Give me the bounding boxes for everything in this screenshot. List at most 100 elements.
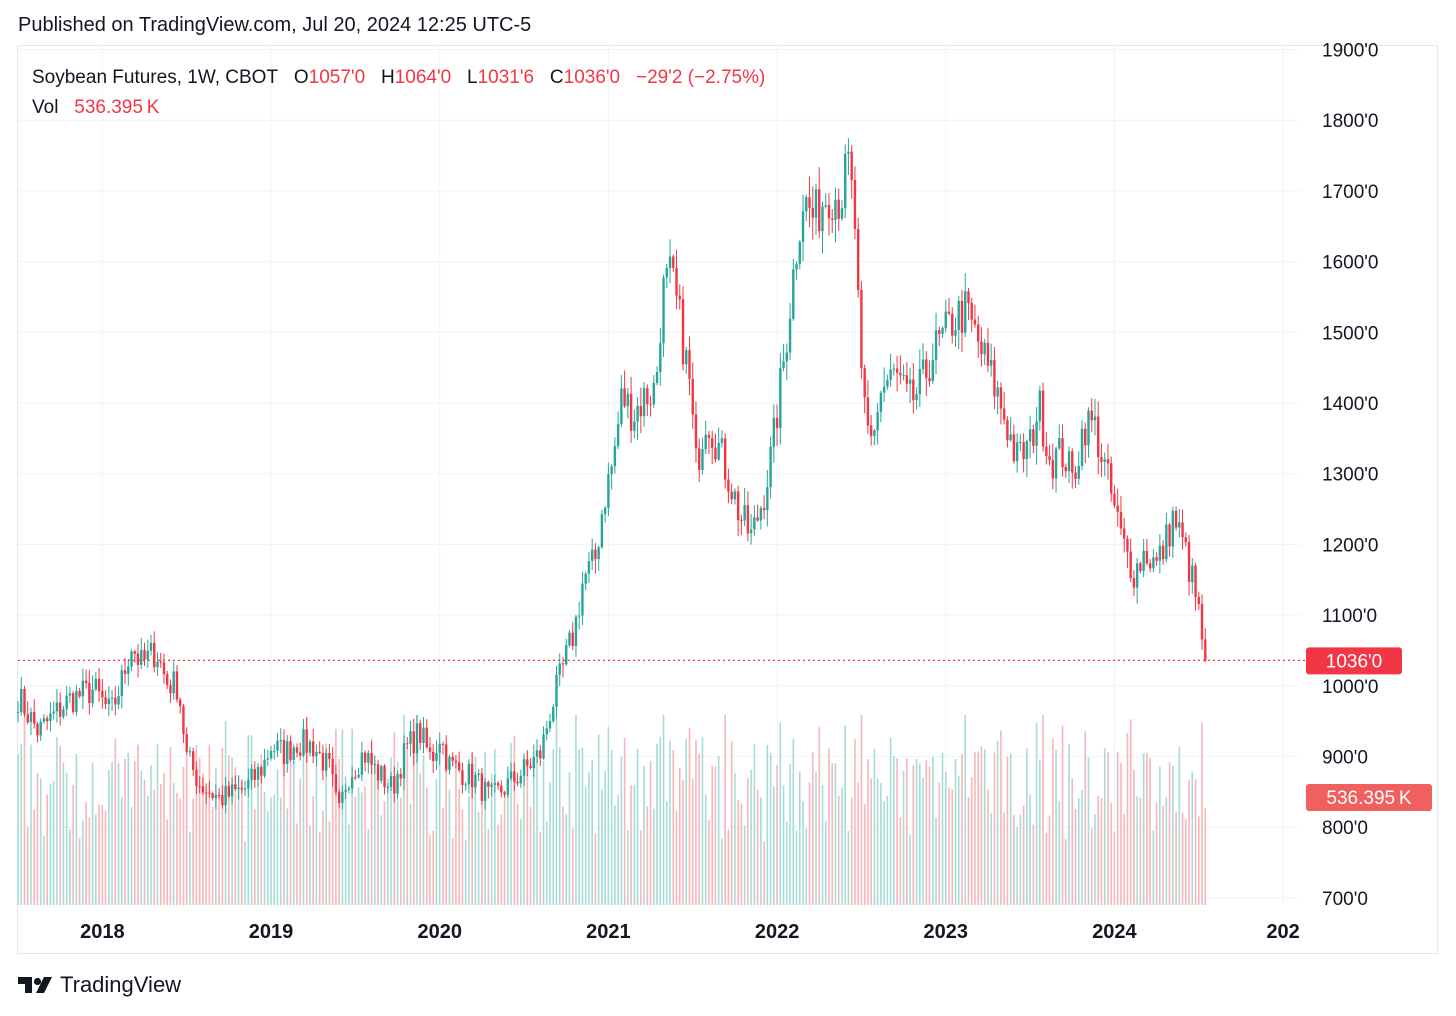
x-tick-label: 2021	[586, 921, 631, 943]
candle-body	[785, 352, 789, 362]
candle-body	[873, 430, 876, 437]
candle-body	[302, 729, 305, 756]
candle-body	[529, 765, 532, 769]
candle-body	[1158, 545, 1162, 561]
volume-bar	[682, 779, 684, 905]
candle-body	[393, 776, 396, 794]
volume-bar	[552, 749, 555, 905]
volume-bar	[1048, 815, 1051, 905]
volume-bar	[85, 801, 87, 905]
candle-body	[986, 342, 990, 366]
volume-bar	[1107, 752, 1109, 905]
volume-bar	[328, 820, 331, 905]
candle-body	[1145, 550, 1149, 564]
volume-bar	[646, 806, 649, 905]
volume-bar	[1009, 753, 1012, 905]
candle-body	[279, 740, 282, 742]
candle-body	[328, 753, 331, 759]
candle-body	[717, 442, 720, 460]
candle-body	[94, 678, 98, 690]
candle-body	[1097, 416, 1100, 458]
candle-body	[376, 764, 380, 781]
candle-body	[1002, 408, 1006, 420]
candle-body	[470, 763, 474, 788]
candle-body	[260, 767, 263, 776]
candle-body	[36, 723, 39, 736]
candle-body	[698, 448, 701, 470]
candle-body	[68, 693, 72, 696]
x-tick-label: 2018	[80, 921, 125, 943]
volume-bar	[769, 753, 772, 905]
volume-bar	[610, 750, 613, 905]
tradingview-logo[interactable]: TradingView	[18, 972, 181, 998]
candle-body	[1161, 545, 1165, 560]
candle-body	[282, 740, 286, 764]
volume-bar	[630, 784, 632, 905]
volume-bar	[348, 824, 350, 905]
candle-body	[934, 330, 938, 361]
volume-bar	[640, 830, 642, 905]
volume-bar	[734, 772, 736, 905]
candle-body	[101, 691, 104, 698]
candle-body	[97, 678, 101, 692]
volume-bar	[740, 803, 743, 905]
volume-bar	[614, 805, 616, 905]
candle-body	[324, 753, 328, 771]
candle-body	[665, 268, 668, 278]
candle-body	[659, 343, 662, 372]
candle-body	[389, 776, 393, 787]
volume-bar	[361, 792, 363, 905]
candle-body	[568, 632, 571, 646]
candle-body	[441, 743, 445, 745]
candle-body	[931, 360, 934, 382]
candle-body	[153, 642, 156, 668]
volume-bar	[159, 784, 162, 905]
volume-bar	[737, 799, 739, 905]
candle-body	[71, 693, 75, 713]
candle-body	[428, 747, 432, 752]
candle-body	[886, 379, 889, 387]
volume-bar	[977, 751, 980, 905]
candle-body	[989, 359, 993, 366]
candle-body	[503, 792, 506, 795]
candle-body	[195, 769, 198, 787]
candle-body	[526, 759, 529, 766]
volume-bar	[416, 715, 418, 905]
candle-body	[1028, 429, 1032, 442]
volume-bar	[309, 825, 311, 905]
candle-body	[295, 747, 299, 753]
candle-body	[999, 387, 1003, 409]
volume-bar	[169, 746, 172, 905]
volume-bar	[1097, 795, 1100, 905]
candle-body	[1067, 451, 1071, 472]
candle-body	[23, 689, 26, 715]
candle-body	[759, 508, 763, 521]
volume-bar	[691, 779, 694, 905]
volume-bar	[1068, 744, 1070, 905]
volume-bar	[1152, 830, 1155, 905]
volume-bar	[935, 817, 937, 905]
legend: Soybean Futures, 1W, CBOT O1057'0 H1064'…	[32, 63, 765, 123]
candle-body	[1106, 459, 1110, 464]
last-price-line: 1036'0 536.395 K	[18, 647, 1432, 811]
candle-body	[292, 747, 295, 760]
candle-body	[688, 350, 691, 379]
volume-bar	[36, 772, 39, 905]
candle-body	[1187, 542, 1191, 582]
volume-bar	[1006, 756, 1009, 905]
candle-body	[169, 685, 172, 694]
candle-body	[211, 793, 214, 799]
volume-bar	[468, 796, 470, 905]
volume-bar	[228, 755, 230, 905]
volume-bar	[215, 767, 217, 905]
candle-body	[29, 712, 33, 723]
candle-body	[360, 752, 364, 775]
volume-bar	[967, 796, 970, 905]
volume-bar	[847, 830, 850, 905]
candle-body	[419, 723, 422, 743]
candle-body	[208, 792, 211, 794]
volume-bar	[789, 764, 791, 905]
candle-body	[58, 702, 62, 717]
volume-bar	[698, 753, 701, 905]
